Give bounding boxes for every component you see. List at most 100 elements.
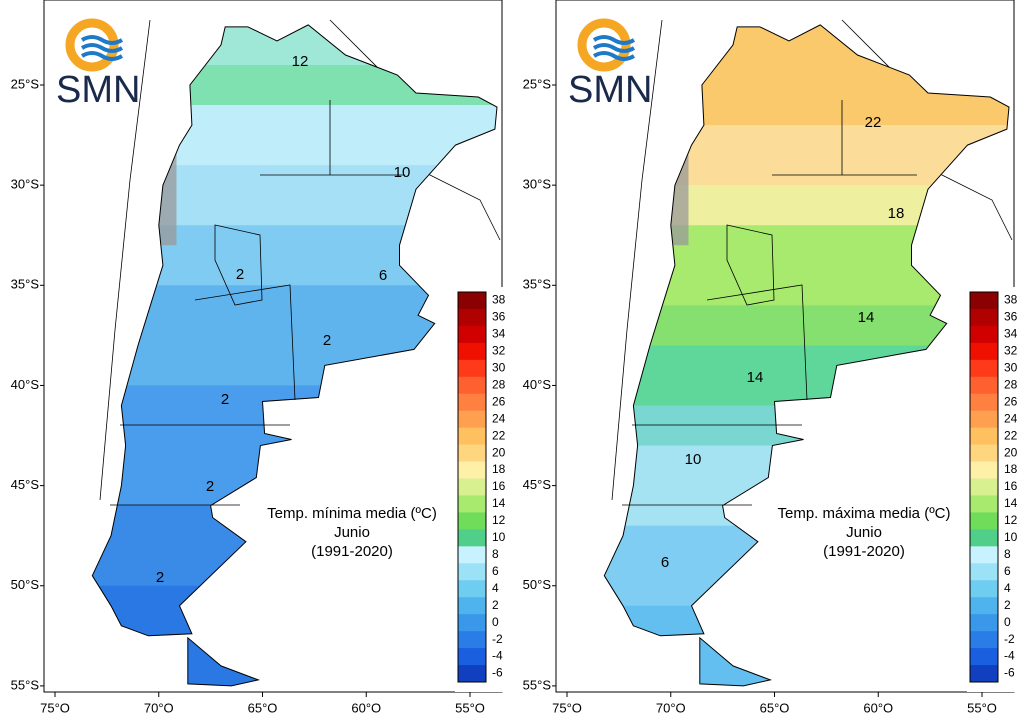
colorbar-swatch xyxy=(458,512,486,530)
lon-label: 70°O xyxy=(656,700,686,715)
colorbar-label: -4 xyxy=(492,649,503,663)
colorbar-swatch xyxy=(970,478,998,496)
colorbar-frame xyxy=(457,291,487,683)
colorbar-label: 4 xyxy=(1004,581,1011,595)
colorbar-swatch xyxy=(458,648,486,666)
lat-label: 50°S xyxy=(11,577,40,592)
lat-label: 35°S xyxy=(523,277,552,292)
lat-label: 25°S xyxy=(11,76,40,91)
lat-label: 30°S xyxy=(523,177,552,192)
lon-label: 60°O xyxy=(863,700,893,715)
colorbar-label: 22 xyxy=(492,428,506,442)
colorbar-label: 34 xyxy=(1004,327,1018,341)
colorbar-label: 10 xyxy=(492,530,506,544)
colorbar-label: 24 xyxy=(492,411,506,425)
tierra-del-fuego xyxy=(187,636,261,687)
contour-label: 2 xyxy=(221,391,229,408)
colorbar-swatch xyxy=(970,292,998,310)
colorbar-swatch xyxy=(970,342,998,361)
colorbar-swatch xyxy=(458,325,486,344)
colorbar-label: 2 xyxy=(492,598,499,612)
colorbar-swatch xyxy=(970,376,998,395)
colorbar-swatch xyxy=(970,461,998,480)
lon-label: 55°O xyxy=(455,700,485,715)
lon-label: 75°O xyxy=(40,700,70,715)
colorbar-swatch xyxy=(970,529,998,547)
colorbar-label: 14 xyxy=(1004,496,1018,510)
lat-label: 25°S xyxy=(523,76,552,91)
colorbar-swatch xyxy=(970,308,998,327)
contour-label: 14 xyxy=(858,309,875,326)
lat-label: 45°S xyxy=(523,477,552,492)
colorbar-label: 14 xyxy=(492,496,506,510)
colorbar-swatch xyxy=(458,614,486,632)
colorbar-label: 6 xyxy=(492,564,499,578)
colorbar-swatch xyxy=(458,410,486,429)
contour-label: 10 xyxy=(394,164,411,181)
colorbar-swatch xyxy=(970,410,998,429)
colorbar-label: 10 xyxy=(1004,530,1018,544)
lat-label: 50°S xyxy=(523,577,552,592)
colorbar-swatch xyxy=(970,546,998,564)
colorbar-swatch xyxy=(458,597,486,615)
lon-label: 60°O xyxy=(351,700,381,715)
logo-text: SMN xyxy=(568,69,652,111)
colorbar-swatch xyxy=(458,478,486,496)
colorbar-label: 16 xyxy=(1004,479,1018,493)
lat-label: 40°S xyxy=(523,377,552,392)
colorbar-label: 30 xyxy=(492,360,506,374)
colorbar-swatch xyxy=(970,597,998,615)
colorbar-label: 32 xyxy=(492,344,506,358)
colorbar-swatch xyxy=(458,495,486,513)
colorbar-label: -6 xyxy=(1004,666,1015,680)
colorbar-swatch xyxy=(970,563,998,581)
colorbar-swatch xyxy=(970,648,998,666)
colorbar-label: 12 xyxy=(1004,513,1018,527)
lat-label: 35°S xyxy=(11,277,40,292)
contour-label: 18 xyxy=(888,205,905,222)
colorbar-swatch xyxy=(970,512,998,530)
colorbar-swatch xyxy=(458,563,486,581)
logo-waves xyxy=(592,35,636,61)
colorbar-swatch xyxy=(970,393,998,412)
map-title: Temp. máxima media (ºC) xyxy=(777,505,950,522)
colorbar-swatch xyxy=(970,665,998,683)
colorbar-swatch xyxy=(458,461,486,480)
contour-label: 6 xyxy=(661,554,669,571)
contour-label: 2 xyxy=(323,332,331,349)
colorbar-swatch xyxy=(970,614,998,632)
colorbar-swatch xyxy=(970,495,998,513)
lon-label: 65°O xyxy=(248,700,278,715)
colorbar-label: 12 xyxy=(492,513,506,527)
colorbar-swatch xyxy=(458,546,486,564)
colorbar-swatch xyxy=(970,325,998,344)
map-period: (1991-2020) xyxy=(823,543,905,560)
contour-label: 2 xyxy=(206,478,214,495)
lat-label: 45°S xyxy=(11,477,40,492)
argentina-outline xyxy=(91,24,498,637)
map-period: (1991-2020) xyxy=(311,543,393,560)
contour-label: 14 xyxy=(747,369,764,386)
colorbar-label: 28 xyxy=(492,377,506,391)
logo-waves xyxy=(80,35,124,61)
logo-text: SMN xyxy=(56,69,140,111)
colorbar-swatch xyxy=(970,580,998,598)
map-month: Junio xyxy=(334,524,370,541)
lon-label: 75°O xyxy=(552,700,582,715)
colorbar-swatch xyxy=(458,393,486,412)
colorbar-swatch xyxy=(970,444,998,463)
province-borders xyxy=(110,100,405,506)
colorbar-swatch xyxy=(970,427,998,446)
colorbar-label: 36 xyxy=(492,310,506,324)
colorbar-swatch xyxy=(458,359,486,378)
colorbar-swatch xyxy=(970,359,998,378)
colorbar-swatch xyxy=(458,631,486,649)
argentina-outline xyxy=(603,24,1010,637)
colorbar-label: 8 xyxy=(492,547,499,561)
colorbar-label: 30 xyxy=(1004,360,1018,374)
colorbar-label: 16 xyxy=(492,479,506,493)
lat-label: 55°S xyxy=(11,677,40,692)
colorbar-label: -2 xyxy=(492,632,503,646)
contour-label: 6 xyxy=(379,267,387,284)
contour-label: 2 xyxy=(156,569,164,586)
